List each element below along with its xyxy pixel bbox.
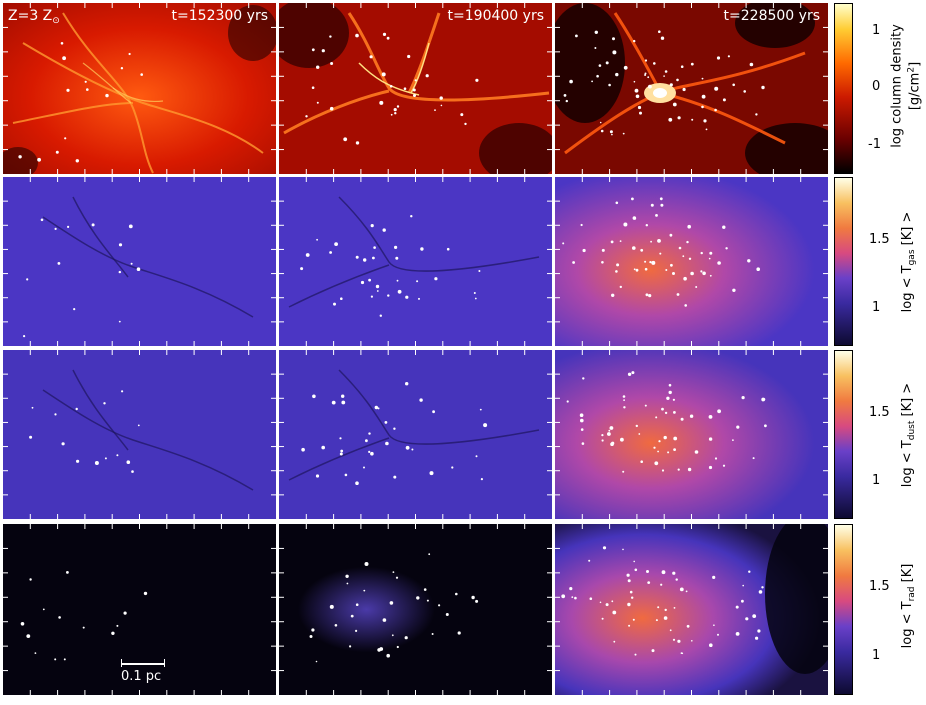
colorbar-tdust [834,350,853,519]
colorbar-tgas-tick-1.5: 1.5 [869,232,890,247]
scale-bar [121,663,165,665]
panel-density-t2: t=190400 yrs [279,3,552,174]
colorbar-tdust-tick-1: 1 [872,473,881,488]
panel-tdust-t2 [279,350,552,519]
panel-tdust-t3 [555,350,828,519]
panel-trad-t3 [555,524,828,695]
colorbar-tdust-tick-1.5: 1.5 [869,405,890,420]
trad-map-t3 [555,524,828,695]
scale-bar-left-tick [121,659,122,667]
colorbar-tgas-tick-1: 1 [872,300,881,315]
colorbar-tgas [834,177,853,346]
scale-bar-right-tick [164,659,165,667]
panel-tgas-t1 [3,177,276,346]
metallicity-label: Z=3 Z⊙ [8,8,60,26]
time-label-2: t=190400 yrs [447,8,544,24]
density-map-t1 [3,3,276,174]
panel-density-t3: t=228500 yrs [555,3,828,174]
colorbar-density-label: log column density [g/cm2] [889,24,923,148]
trad-map-t2 [279,524,552,695]
panel-tgas-t3 [555,177,828,346]
scale-bar-label: 0.1 pc [121,669,162,684]
panel-tgas-t2 [279,177,552,346]
colorbar-trad-label: log < Trad [K] [900,563,917,649]
colorbar-trad-tick-1.5: 1.5 [869,579,890,594]
panel-density-t1: Z=3 Z⊙ t=152300 yrs [3,3,276,174]
colorbar-density-tick-1: 1 [872,23,881,38]
time-label-3: t=228500 yrs [723,8,820,24]
colorbar-trad-tick-1: 1 [872,648,881,663]
time-label-1: t=152300 yrs [171,8,268,24]
panel-trad-t2 [279,524,552,695]
colorbar-trad [834,524,853,695]
tgas-map-t1 [3,177,276,346]
colorbar-tgas-label: log < Tgas [K] > [900,211,917,313]
colorbar-tdust-label: log < Tdust [K] > [900,382,917,488]
colorbar-density-tick-neg1: -1 [868,137,881,152]
tdust-map-t1 [3,350,276,519]
colorbar-density [834,3,853,174]
colorbar-density-tick-0: 0 [872,79,881,94]
trad-map-t1 [3,524,276,695]
panel-tdust-t1 [3,350,276,519]
panel-trad-t1: 0.1 pc [3,524,276,695]
tdust-map-t2 [279,350,552,519]
tgas-map-t3 [555,177,828,346]
tdust-map-t3 [555,350,828,519]
density-map-t3 [555,3,828,174]
tgas-map-t2 [279,177,552,346]
density-map-t2 [279,3,552,174]
